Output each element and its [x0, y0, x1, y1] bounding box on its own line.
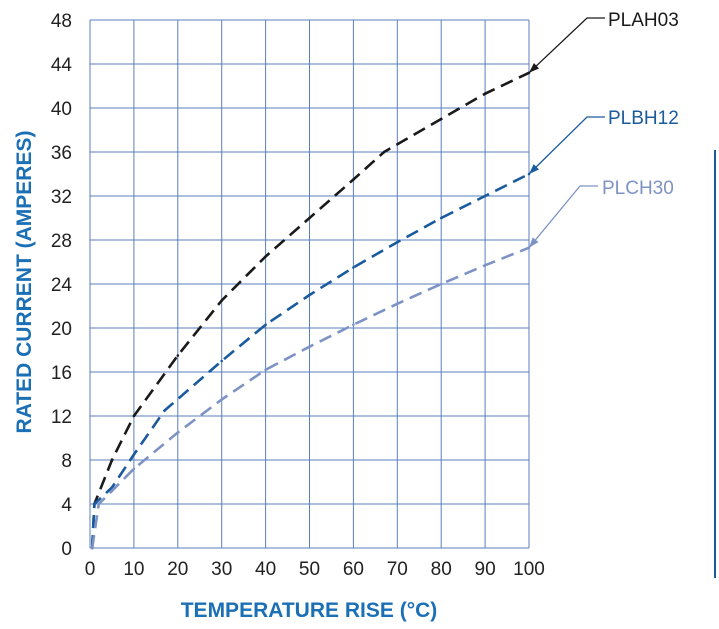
- y-tick-label: 48: [51, 11, 72, 32]
- data-point: [110, 489, 114, 493]
- y-tick-label: 20: [51, 319, 72, 340]
- data-point: [308, 293, 311, 297]
- y-tick-label: 28: [51, 231, 72, 252]
- x-tick-label: 0: [85, 559, 96, 580]
- x-tick-label: 100: [513, 559, 545, 580]
- x-tick-label: 70: [387, 559, 408, 580]
- callout-arrowhead: [529, 62, 540, 73]
- x-tick-label: 90: [475, 559, 496, 580]
- grid: [89, 19, 530, 549]
- data-point: [396, 302, 399, 306]
- data-point: [176, 354, 180, 357]
- data-point: [90, 546, 94, 550]
- data-point: [163, 409, 166, 412]
- y-tick-label: 4: [61, 495, 72, 516]
- y-tick-label: 8: [61, 451, 72, 472]
- series-line-plch30: [90, 246, 530, 549]
- data-point: [382, 150, 386, 154]
- data-point: [483, 92, 487, 95]
- data-point: [352, 266, 355, 269]
- callout-leader: [528, 17, 605, 74]
- y-tick-label: 12: [51, 407, 72, 428]
- x-tick-label: 40: [255, 559, 276, 580]
- data-point: [220, 299, 223, 302]
- series-line-plbh12: [90, 172, 530, 549]
- y-tick-label: 40: [51, 99, 72, 120]
- data-point: [264, 323, 267, 327]
- callout-arrowhead: [529, 237, 539, 248]
- series-label-plah03: PLAH03: [608, 10, 679, 31]
- data-point: [176, 431, 180, 434]
- y-tick-label: 36: [51, 143, 72, 164]
- data-point: [483, 194, 487, 198]
- callout-leader: [528, 185, 598, 249]
- data-point: [439, 282, 443, 286]
- callout-arrowhead: [529, 164, 540, 174]
- data-point: [110, 486, 114, 489]
- callout-leader: [528, 116, 605, 175]
- y-tick-label: 24: [51, 275, 73, 296]
- x-tick-label: 60: [343, 559, 364, 580]
- x-tick-label: 30: [211, 559, 232, 580]
- series-labels: PLAH03 PLBH12 PLCH30: [528, 10, 679, 249]
- x-tick-label: 20: [167, 559, 188, 580]
- series-label-plch30: PLCH30: [602, 178, 674, 199]
- y-tick-label: 32: [51, 187, 72, 208]
- y-axis-title: RATED CURRENT (AMPERES): [13, 131, 36, 434]
- data-point: [396, 240, 399, 244]
- data-point: [439, 216, 443, 220]
- y-tick-label: 0: [61, 539, 72, 560]
- data-point: [132, 414, 136, 418]
- data-point: [308, 345, 311, 349]
- data-point: [352, 178, 355, 181]
- data-point: [220, 398, 223, 401]
- series-label-plbh12: PLBH12: [608, 108, 679, 129]
- data-point: [264, 255, 267, 258]
- data-point: [132, 453, 136, 456]
- data-point: [483, 264, 487, 267]
- data-point: [93, 502, 96, 506]
- data-point: [352, 323, 355, 327]
- data-point: [97, 502, 101, 506]
- y-tick-label: 16: [51, 363, 72, 384]
- data-point: [220, 359, 223, 363]
- data-point: [110, 458, 114, 462]
- x-axis-ticks: 0 10 20 30 40 50 60 70 80 90 100: [85, 559, 545, 580]
- series-line-plah03: [90, 71, 530, 549]
- data-point: [308, 216, 311, 220]
- x-tick-label: 50: [299, 559, 320, 580]
- data-point: [439, 117, 443, 121]
- data-point: [132, 467, 136, 471]
- x-tick-label: 10: [123, 559, 144, 580]
- x-tick-label: 80: [431, 559, 452, 580]
- y-tick-label: 44: [51, 55, 73, 76]
- data-point: [264, 368, 267, 372]
- x-axis-title: TEMPERATURE RISE (°C): [181, 599, 438, 622]
- series-lines: [90, 71, 531, 550]
